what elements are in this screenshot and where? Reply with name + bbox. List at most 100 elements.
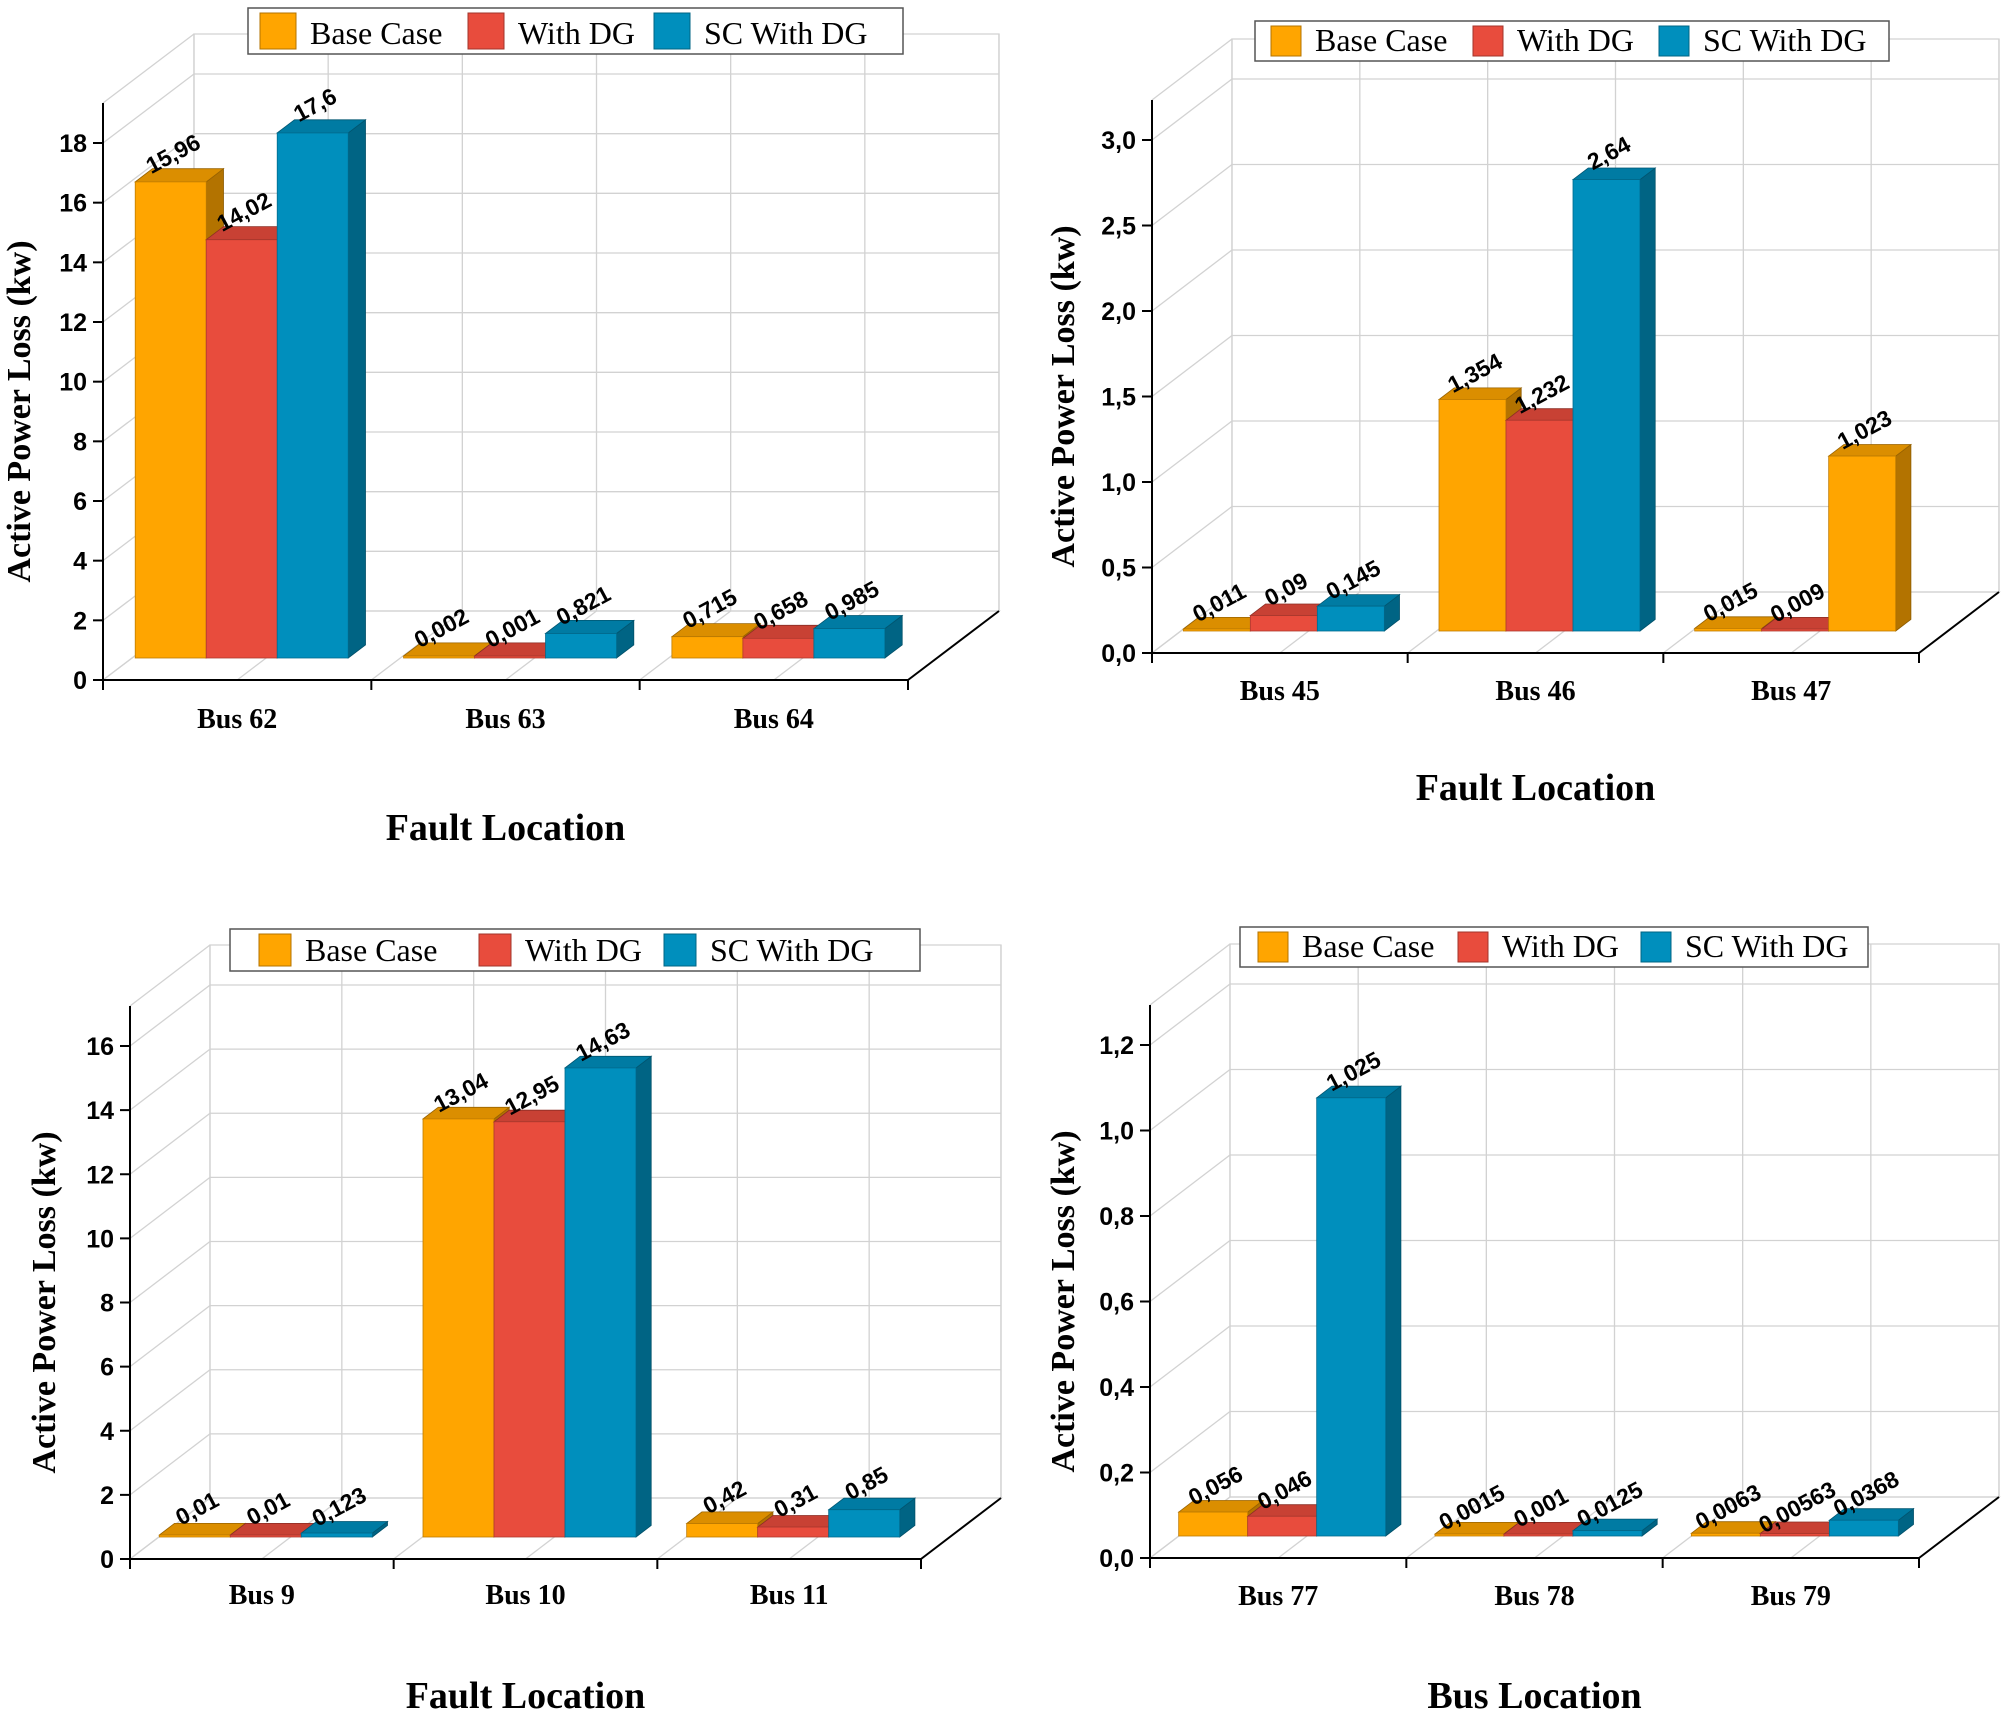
y-tick-label: 8 [100,1290,114,1318]
y-tick-label: 0 [100,1546,114,1574]
bar-sc-with-dg-bus-11 [827,1497,917,1538]
legend-swatch-base-case [258,933,292,967]
gridlines [1148,943,2001,1559]
y-tick-label: 12 [86,1161,114,1189]
y-tick-label: 2,5 [1101,213,1136,241]
bar-sc-with-dg-bus-10 [563,1055,653,1538]
y-tick-label: 4 [100,1418,114,1446]
bar-sc-with-dg-bus-47 [1827,443,1913,632]
legend-label-sc-with-dg: SC With DG [710,932,873,968]
x-tick-label: Bus 10 [485,1580,565,1611]
x-tick-label: Bus 64 [734,704,814,735]
y-tick-label: 6 [73,488,87,516]
legend-swatch-base-case [1270,25,1302,57]
legend: Base Case With DG SC With DG [1239,926,1869,968]
axes: 0 2 4 6 8 10 12 14 16 18 [59,103,1000,695]
bar-sc-with-dg-bus-78 [1571,1518,1659,1537]
y-tick-label: 16 [86,1033,114,1061]
y-tick-label: 0,4 [1099,1374,1134,1402]
y-tick-label: 0,2 [1099,1460,1134,1488]
legend-label-base-case: Base Case [1315,22,1447,58]
x-tick-label: Bus 62 [197,704,277,735]
x-axis-title: Fault Location [1416,767,1656,809]
legend-label-sc-with-dg: SC With DG [1685,928,1848,964]
axes: 0 2 4 6 8 10 12 14 16 [86,1006,1002,1574]
legend-swatch-with-dg [478,933,512,967]
bar-sc-with-dg-bus-46 [1571,167,1657,632]
y-tick-label: 2 [100,1482,114,1510]
x-tick-label: Bus 11 [750,1580,829,1611]
legend-swatch-with-dg [467,12,505,50]
bar-sc-with-dg-bus-77 [1315,1085,1403,1537]
y-tick-label: 0 [73,667,87,695]
bar-sc-with-dg-bus-45 [1316,593,1401,632]
chart-4: 0,0 0,2 0,4 0,6 0,8 1,0 1,2 Bus 77 Bus 78 Bus 79 0… [1045,926,2001,1712]
y-axis-title: Active Power Loss (kw) [26,1131,63,1473]
legend-label-with-dg: With DG [518,15,635,51]
bar-sc-with-dg-bus-64 [812,614,904,659]
axes: 0,0 0,2 0,4 0,6 0,8 1,0 1,2 [1099,1005,2000,1573]
axes: 0,0 0,5 1,0 1,5 2,0 2,5 3,0 [1101,100,2000,668]
bars [158,1055,917,1538]
y-tick-label: 2 [73,607,87,635]
legend-label-base-case: Base Case [310,15,442,51]
legend-label-with-dg: With DG [525,932,642,968]
x-tick-label: Bus 78 [1494,1581,1574,1612]
x-tick-label: Bus 47 [1751,676,1831,707]
legend-label-base-case: Base Case [305,932,437,968]
legend: Base Case With DG SC With DG [247,7,904,55]
x-axis-title: Fault Location [386,807,626,849]
x-tick-label: Bus 45 [1240,676,1320,707]
y-tick-label: 4 [73,548,87,576]
y-tick-label: 14 [59,249,87,277]
x-tick-label: Bus 46 [1495,676,1575,707]
chart-2: 0,0 0,5 1,0 1,5 2,0 2,5 3,0 Bus 45 Bus 46 Bus 47 0… [1045,20,2001,809]
y-tick-label: 0,0 [1099,1545,1134,1573]
bar-sc-with-dg-bus-62 [276,118,367,659]
legend: Base Case With DG SC With DG [1254,20,1890,62]
bar-sc-with-dg-bus-63 [544,619,635,659]
bars [134,118,904,659]
legend-swatch-base-case [1257,931,1289,963]
y-axis-title: Active Power Loss (kw) [1045,1130,1082,1472]
y-tick-label: 0,0 [1101,640,1136,668]
legend-label-with-dg: With DG [1502,928,1619,964]
y-tick-label: 8 [73,428,87,456]
y-tick-label: 6 [100,1354,114,1382]
legend-label-sc-with-dg: SC With DG [1703,22,1866,58]
legend-swatch-sc-with-dg [1640,931,1672,963]
y-tick-label: 1,5 [1101,384,1136,412]
y-tick-label: 12 [59,309,87,337]
bars [1177,1085,1915,1537]
y-tick-label: 3,0 [1101,127,1136,155]
y-tick-label: 1,0 [1101,469,1136,497]
bars [1182,167,1913,632]
y-tick-label: 0,8 [1099,1203,1134,1231]
y-tick-label: 0,6 [1099,1289,1134,1317]
y-tick-label: 2,0 [1101,298,1136,326]
bar-base-case-bus-11 [685,1511,775,1538]
y-tick-label: 0,5 [1101,555,1136,583]
legend-label-with-dg: With DG [1517,22,1634,58]
y-axis-title: Active Power Loss (kw) [1045,225,1082,567]
x-axis-title: Bus Location [1427,1675,1641,1712]
legend-label-base-case: Base Case [1302,928,1434,964]
legend-swatch-base-case [259,12,297,50]
x-tick-label: Bus 79 [1751,1581,1831,1612]
bar-base-case-bus-46 [1437,387,1523,632]
y-tick-label: 1,0 [1099,1118,1134,1146]
y-tick-label: 16 [59,190,87,218]
legend-swatch-with-dg [1472,25,1504,57]
bar-sc-with-dg-bus-9 [300,1520,389,1538]
legend-label-sc-with-dg: SC With DG [704,15,867,51]
legend-swatch-sc-with-dg [1658,25,1690,57]
y-axis-title: Active Power Loss (kw) [1,240,38,582]
y-tick-label: 10 [86,1225,114,1253]
x-tick-label: Bus 63 [465,704,545,735]
x-tick-label: Bus 77 [1238,1581,1318,1612]
y-tick-label: 14 [86,1097,114,1125]
